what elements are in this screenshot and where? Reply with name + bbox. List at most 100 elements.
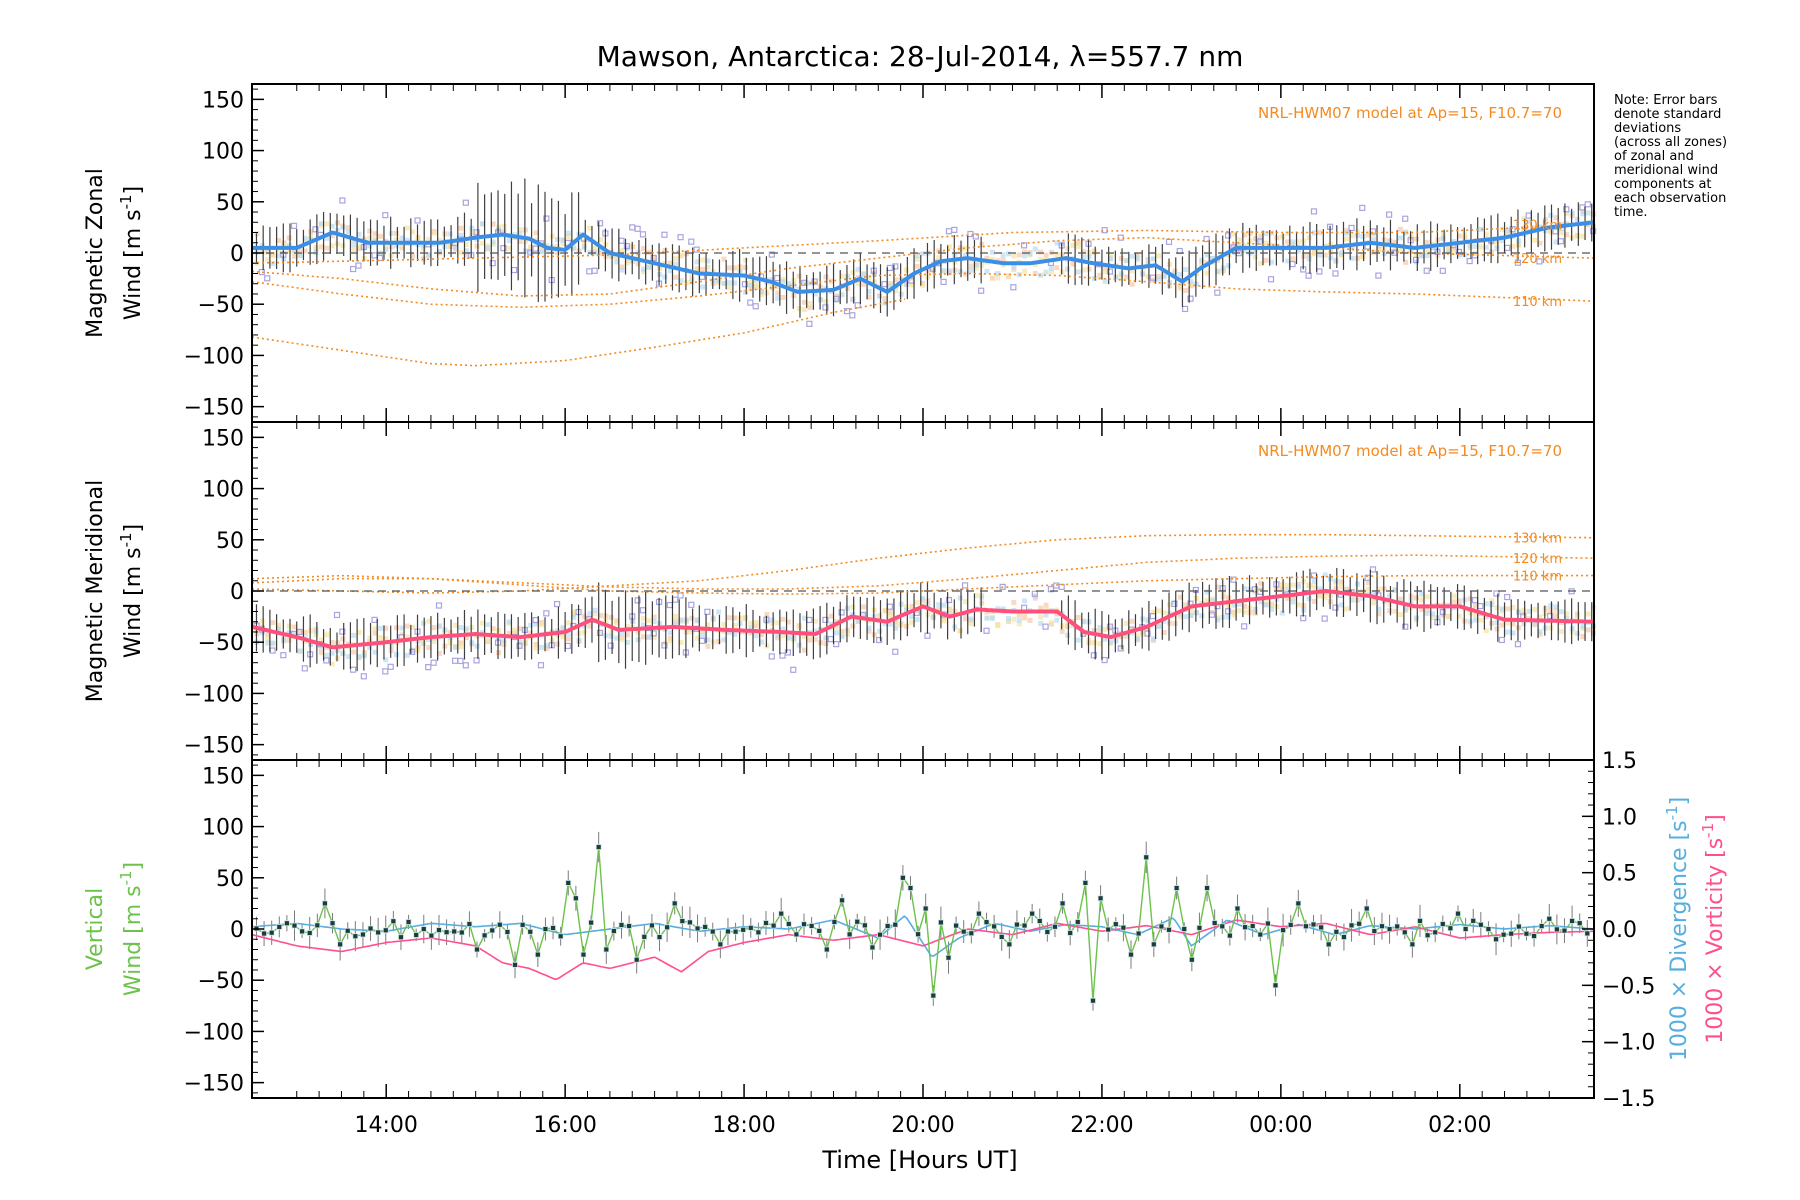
zone-point (892, 263, 899, 270)
zone-point (399, 631, 405, 637)
zone-point (371, 616, 378, 623)
vertical-wind-point (960, 928, 967, 935)
zone-point (1322, 572, 1328, 578)
zone-point (420, 243, 426, 249)
zone-point (1252, 610, 1258, 616)
zone-point (1317, 230, 1323, 236)
zone-point (1263, 240, 1269, 246)
error-bar-note: Note: Error bars denote standard deviation… (1614, 94, 1774, 220)
zone-point (340, 224, 346, 230)
vertical-wind-point (1485, 926, 1492, 932)
zone-point (1376, 606, 1382, 612)
zone-point (1494, 626, 1500, 632)
zone-point (823, 635, 829, 641)
vertical-wind-point (572, 895, 579, 902)
y-axis-label-close: ] (121, 862, 146, 871)
vertical-wind-point (626, 923, 633, 929)
zone-point (1451, 249, 1457, 255)
divergence-axis-label: 1000 × Divergence [s-1] (1663, 797, 1692, 1061)
zone-point (892, 648, 899, 655)
zone-point (1124, 621, 1130, 627)
x-tick-label: 20:00 (891, 1113, 954, 1138)
meridional-wind-line (251, 589, 1595, 650)
zone-point (1106, 623, 1114, 630)
zone-point (1144, 630, 1151, 637)
model-curve-120-km (251, 554, 1595, 590)
zone-point (1311, 251, 1317, 257)
zone-point (807, 304, 813, 310)
zone-point (693, 246, 700, 253)
vertical-wind-point (1166, 926, 1172, 933)
zone-point (904, 607, 910, 613)
zone-point (732, 280, 738, 286)
zone-point (946, 244, 952, 250)
zone-point (828, 278, 834, 284)
zone-point (1022, 615, 1028, 621)
zone-point (555, 632, 561, 638)
zone-point (1090, 652, 1097, 659)
y-tick-label: 0 (230, 580, 244, 605)
zone-point (1322, 252, 1328, 258)
zone-point (571, 614, 577, 620)
zone-point (930, 614, 936, 620)
zone-point (426, 236, 432, 242)
zone-point (506, 619, 512, 625)
y-tick-label: −150 (184, 1072, 244, 1097)
vertical-wind-point (816, 927, 823, 934)
model-altitude-label: 130 km (1513, 218, 1562, 233)
zone-point (1505, 606, 1511, 612)
vertical-wind-point (687, 919, 693, 926)
zone-point (1022, 598, 1028, 604)
zone-point (1413, 595, 1419, 601)
zone-point (596, 629, 604, 636)
zone-point (410, 253, 416, 259)
zone-point (1203, 235, 1210, 243)
vertical-wind-point (945, 954, 952, 961)
zone-point (555, 236, 561, 242)
zone-point (651, 614, 657, 620)
vertical-wind-point (854, 918, 861, 925)
zone-point (968, 263, 974, 269)
zone-point (270, 252, 276, 258)
zone-point (372, 626, 378, 632)
vertical-wind-point (1386, 926, 1393, 933)
vertical-wind-point (1242, 924, 1248, 931)
vertical-wind-point (458, 929, 465, 936)
zone-point (1316, 268, 1323, 275)
zone-point (383, 636, 389, 642)
zone-point (1333, 578, 1339, 584)
zone-point (640, 616, 646, 622)
zone-point (1306, 256, 1312, 262)
zone-point (721, 280, 727, 286)
zone-point (823, 298, 829, 304)
model-curve-110-km (251, 574, 1594, 595)
zone-point (1424, 239, 1430, 245)
zone-point (1102, 636, 1108, 642)
zone-point (984, 255, 990, 261)
zone-point (775, 283, 781, 289)
zone-point (431, 230, 437, 236)
zone-point (1387, 601, 1393, 607)
zone-point (779, 652, 786, 659)
zone-point (329, 640, 335, 646)
zone-point (940, 278, 947, 286)
zone-point (866, 289, 872, 295)
vertical-wind-point (1310, 921, 1317, 928)
zone-point (516, 642, 523, 649)
y-tick-label: −50 (198, 969, 244, 994)
zone-point (1226, 263, 1232, 269)
zone-point (1118, 255, 1124, 261)
zone-point (528, 249, 534, 255)
zone-point (850, 297, 856, 303)
zone-point (700, 284, 706, 290)
y-tick-label: 150 (202, 426, 244, 451)
zone-point (673, 256, 679, 262)
zone-point (662, 260, 668, 266)
vertical-wind-point (717, 941, 724, 948)
zone-point (1537, 614, 1543, 620)
vertical-wind-point (481, 932, 488, 939)
zone-point (806, 320, 813, 327)
zone-point (297, 253, 303, 259)
zone-point (1467, 610, 1473, 616)
zone-point (1118, 634, 1124, 640)
